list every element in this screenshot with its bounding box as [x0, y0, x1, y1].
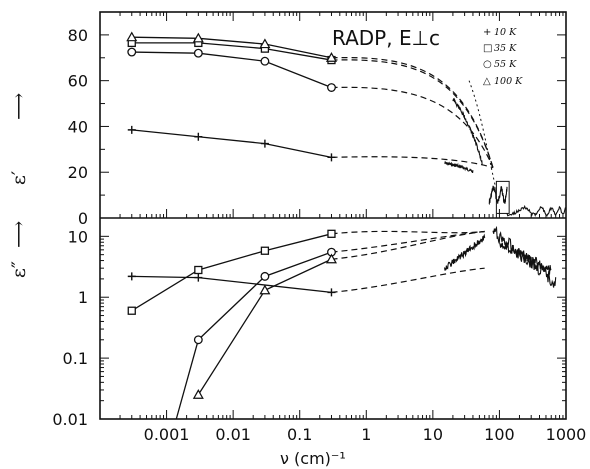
legend-marker-35k: □ [483, 43, 492, 54]
top-y-tick-label: 60 [68, 72, 88, 91]
top-curve-35k [131, 42, 332, 61]
x-tick-label: 1000 [546, 425, 587, 444]
data-point-square [327, 229, 336, 238]
top-spectrum-mid [452, 97, 483, 165]
top-y-tick-label: 20 [68, 163, 88, 182]
top-y-tick-label: 0 [78, 209, 88, 228]
data-point-triangle [325, 253, 338, 264]
x-tick-label: 10 [423, 425, 443, 444]
data-point-triangle [192, 389, 204, 399]
x-tick-label: 0.1 [287, 425, 312, 444]
legend-marker-100k: △ [483, 76, 491, 87]
data-point-triangle [325, 52, 338, 62]
top-curve-55k [131, 51, 332, 89]
data-point-square [127, 306, 136, 315]
data-point-circle [193, 48, 203, 58]
data-point-triangle [259, 38, 271, 49]
data-point-circle [127, 47, 137, 57]
axis-ticks: 0.001 0.01 0.1 1 10 100 1000 0 20 40 60 80 0.01 0.1 1 1… [52, 11, 587, 444]
legend-label-100k: 100 K [494, 76, 523, 87]
bottom-curve-55k [197, 251, 332, 341]
data-point-plus [127, 125, 136, 134]
x-tick-label: 1 [361, 425, 371, 444]
bottom-y-tick-label: 0.1 [63, 349, 88, 368]
top-extension-35k [331, 59, 494, 168]
top-spectrum-low [444, 160, 474, 173]
top-y-tick-label: 40 [68, 117, 88, 136]
data-point-triangle [259, 284, 271, 295]
x-tick-label: 100 [484, 425, 515, 444]
data-point-triangle [192, 32, 204, 43]
data-point-square [260, 246, 270, 255]
resonance-box [495, 180, 510, 214]
bottom-curve-35k [131, 233, 332, 312]
legend-label-10k: 10 K [494, 27, 517, 38]
data-point-circle [260, 56, 270, 66]
data-point-triangle [126, 31, 138, 42]
legend: + 10 K □ 35 K ○ 55 K △ 100 K [483, 27, 523, 87]
top-ylabel: ε′ [8, 171, 30, 185]
legend-marker-55k: ○ [483, 59, 492, 70]
data-point-circle [193, 335, 203, 345]
bottom-extension-10k [331, 267, 485, 293]
data-curves [131, 36, 567, 420]
data-point-plus [260, 139, 269, 148]
bottom-extension-35k [331, 230, 485, 235]
data-point-plus [194, 273, 203, 282]
data-point-plus [127, 272, 136, 281]
data-point-plus [327, 288, 336, 297]
top-extension-100k [331, 56, 494, 168]
bottom-curve-10k [131, 275, 332, 294]
bottom-ylabel-arrow: ⟶ [8, 221, 30, 248]
data-point-plus [194, 132, 203, 141]
data-markers [126, 31, 338, 399]
legend-marker-10k: + [483, 27, 491, 38]
bottom-y-tick-label: 0.01 [52, 410, 88, 429]
top-curve-100k [131, 36, 332, 59]
top-spectrum-resonance [488, 185, 508, 205]
bottom-spectrum-low [444, 233, 486, 271]
x-tick-label: 0.001 [144, 425, 190, 444]
bottom-ylabel: ε″ [8, 261, 30, 278]
legend-label-55k: 55 K [494, 59, 517, 70]
data-point-circle [327, 83, 336, 92]
top-ylabel-arrow: ⟶ [8, 93, 30, 120]
top-curve-10k [131, 129, 332, 158]
data-point-plus [327, 153, 336, 162]
bottom-spectrum-high-b [499, 242, 552, 275]
bottom-lead-55k [175, 339, 199, 420]
x-tick-label: 0.01 [215, 425, 251, 444]
top-spectrum-high [506, 204, 567, 217]
chart-title: RADP, E⊥c [332, 26, 440, 50]
data-point-square [194, 265, 203, 275]
top-extension-55k [331, 86, 494, 168]
bottom-y-tick-label: 1 [78, 288, 88, 307]
bottom-y-tick-label: 10 [68, 227, 88, 246]
data-point-circle [260, 271, 270, 281]
top-extension-10k [331, 156, 494, 169]
top-y-tick-label: 80 [68, 26, 88, 45]
bottom-extension-100k [331, 230, 485, 260]
legend-label-35k: 35 K [494, 43, 517, 54]
x-axis-label: ν (cm)⁻¹ [280, 449, 346, 468]
